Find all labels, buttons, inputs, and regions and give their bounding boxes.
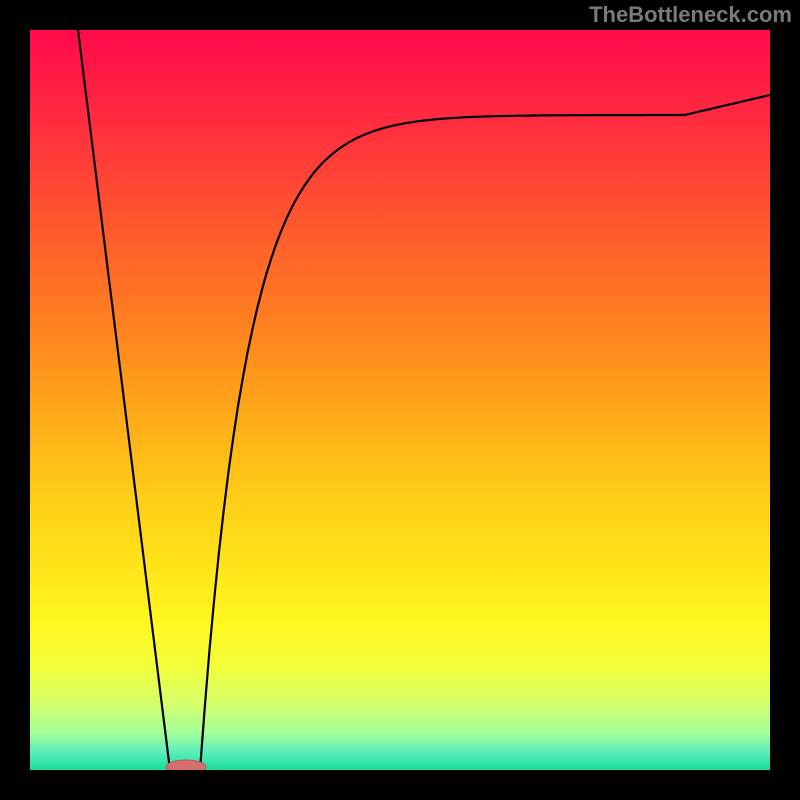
gradient-background: [30, 30, 770, 770]
watermark-text: TheBottleneck.com: [589, 2, 792, 28]
chart-svg: [0, 0, 800, 800]
bottleneck-chart: TheBottleneck.com: [0, 0, 800, 800]
